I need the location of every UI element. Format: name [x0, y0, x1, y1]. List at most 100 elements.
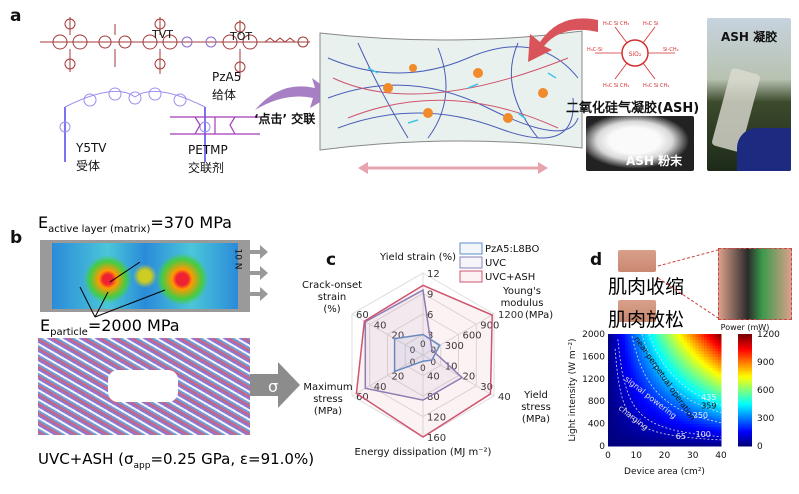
colorbar-segment: [738, 358, 752, 362]
y-tick-label: 1200: [582, 375, 605, 385]
colorbar-segment: [738, 367, 752, 371]
heatmap-cell: [684, 364, 688, 369]
heatmap-cell: [656, 348, 660, 352]
heatmap-cell: [698, 398, 702, 402]
heatmap-cell: [698, 342, 702, 346]
heatmap-cell: [616, 384, 620, 388]
heatmap-cell: [667, 364, 671, 369]
heatmap-cell: [672, 434, 677, 439]
muscle-relax-label: 肌肉放松: [608, 309, 685, 331]
colorbar-segment: [738, 374, 752, 378]
heatmap-cell: [667, 381, 671, 385]
heatmap-cell: [636, 395, 640, 399]
heatmap-cell: [704, 395, 708, 399]
tvt-label: TVT: [152, 28, 173, 41]
heatmap-cell: [670, 426, 674, 430]
heatmap-cell: [653, 336, 657, 341]
colorbar-segment: [738, 349, 752, 353]
heatmap-cell: [718, 356, 722, 360]
heatmap-cell: [656, 404, 660, 408]
radar-tick-label: 600: [463, 331, 482, 342]
heatmap-cell: [653, 367, 657, 371]
heatmap-cell: [613, 440, 617, 444]
heatmap-cell: [675, 392, 680, 397]
heatmap-cell: [712, 334, 716, 338]
heatmap-cell: [619, 437, 623, 441]
colorbar-segment: [738, 347, 752, 351]
heatmap-cell: [658, 440, 663, 444]
heatmap-cell: [709, 404, 714, 408]
heatmap-cell: [653, 412, 657, 416]
heatmap-cell: [718, 376, 722, 380]
colorbar-segment: [738, 385, 752, 389]
heatmap-cell: [701, 426, 705, 430]
heatmap-cell: [619, 378, 623, 383]
heatmap-cell: [706, 390, 711, 394]
heatmap-cell: [664, 420, 668, 425]
colorbar-segment: [738, 387, 752, 391]
heatmap-cell: [684, 415, 688, 419]
heatmap-cell: [653, 356, 657, 360]
heatmap-cell: [647, 370, 651, 374]
heatmap-cell: [622, 376, 626, 380]
heatmap-cell: [709, 342, 714, 346]
heatmap-cell: [633, 434, 637, 439]
radar-tick-label: 60: [356, 310, 369, 321]
contour-label: 100: [696, 430, 711, 439]
heatmap-cell: [715, 334, 719, 338]
heatmap-cell: [704, 387, 708, 391]
legend-label: UVC: [485, 258, 506, 269]
heatmap-cell: [616, 404, 620, 408]
heatmap-cell: [658, 356, 663, 360]
heatmap-cell: [639, 429, 643, 433]
heatmap-cell: [644, 390, 649, 394]
heatmap-cell: [647, 345, 651, 349]
radar-tick-label: 1200: [498, 310, 523, 321]
heatmap-cell: [627, 342, 632, 346]
heatmap-cell: [672, 348, 677, 352]
heatmap-cell: [681, 384, 685, 388]
heatmap-cell: [709, 364, 714, 369]
heatmap-cell: [704, 409, 708, 413]
heatmap-cell: [689, 376, 694, 380]
heatmap-cell: [656, 398, 660, 402]
heatmap-cell: [624, 418, 629, 422]
colorbar-segment: [738, 381, 752, 384]
heatmap-cell: [650, 429, 654, 433]
heatmap-cell: [672, 426, 677, 430]
heatmap-cell: [627, 434, 632, 439]
colorbar-segment: [738, 378, 752, 382]
crosslinker-role: 交联剂: [188, 161, 225, 175]
heatmap-cell: [608, 415, 612, 419]
heatmap-cell: [675, 334, 680, 338]
heatmap-cell: [709, 434, 714, 439]
heatmap-cell: [627, 364, 632, 369]
heatmap-cell: [619, 429, 623, 433]
heatmap-cell: [695, 376, 699, 380]
heatmap-cell: [661, 356, 665, 360]
heatmap-cell: [653, 345, 657, 349]
heatmap-cell: [692, 350, 697, 355]
heatmap-cell: [709, 390, 714, 394]
heatmap-cell: [608, 412, 612, 416]
x-tick-label: 30: [687, 451, 699, 461]
heatmap-cell: [675, 367, 680, 371]
heatmap-cell: [616, 362, 620, 366]
heatmap-cell: [684, 392, 688, 397]
heatmap-cell: [653, 415, 657, 419]
svg-text:H₃C-Si: H₃C-Si: [587, 47, 603, 53]
heatmap-cell: [613, 353, 617, 357]
heatmap-cell: [633, 418, 637, 422]
heatmap-cell: [656, 342, 660, 346]
heatmap-cell: [715, 362, 719, 366]
e-active-layer: Eactive layer (matrix)=370 MPa: [38, 213, 232, 236]
heatmap-cell: [641, 418, 646, 422]
heatmap-cell: [689, 440, 694, 444]
heatmap-cell: [624, 398, 629, 402]
heatmap-cell: [672, 378, 677, 383]
heatmap-cell: [636, 345, 640, 349]
heatmap-cell: [704, 392, 708, 397]
heatmap-cell: [656, 370, 660, 374]
heatmap-cell: [687, 364, 691, 369]
legend-label: PzA5:L8BO: [485, 244, 539, 255]
